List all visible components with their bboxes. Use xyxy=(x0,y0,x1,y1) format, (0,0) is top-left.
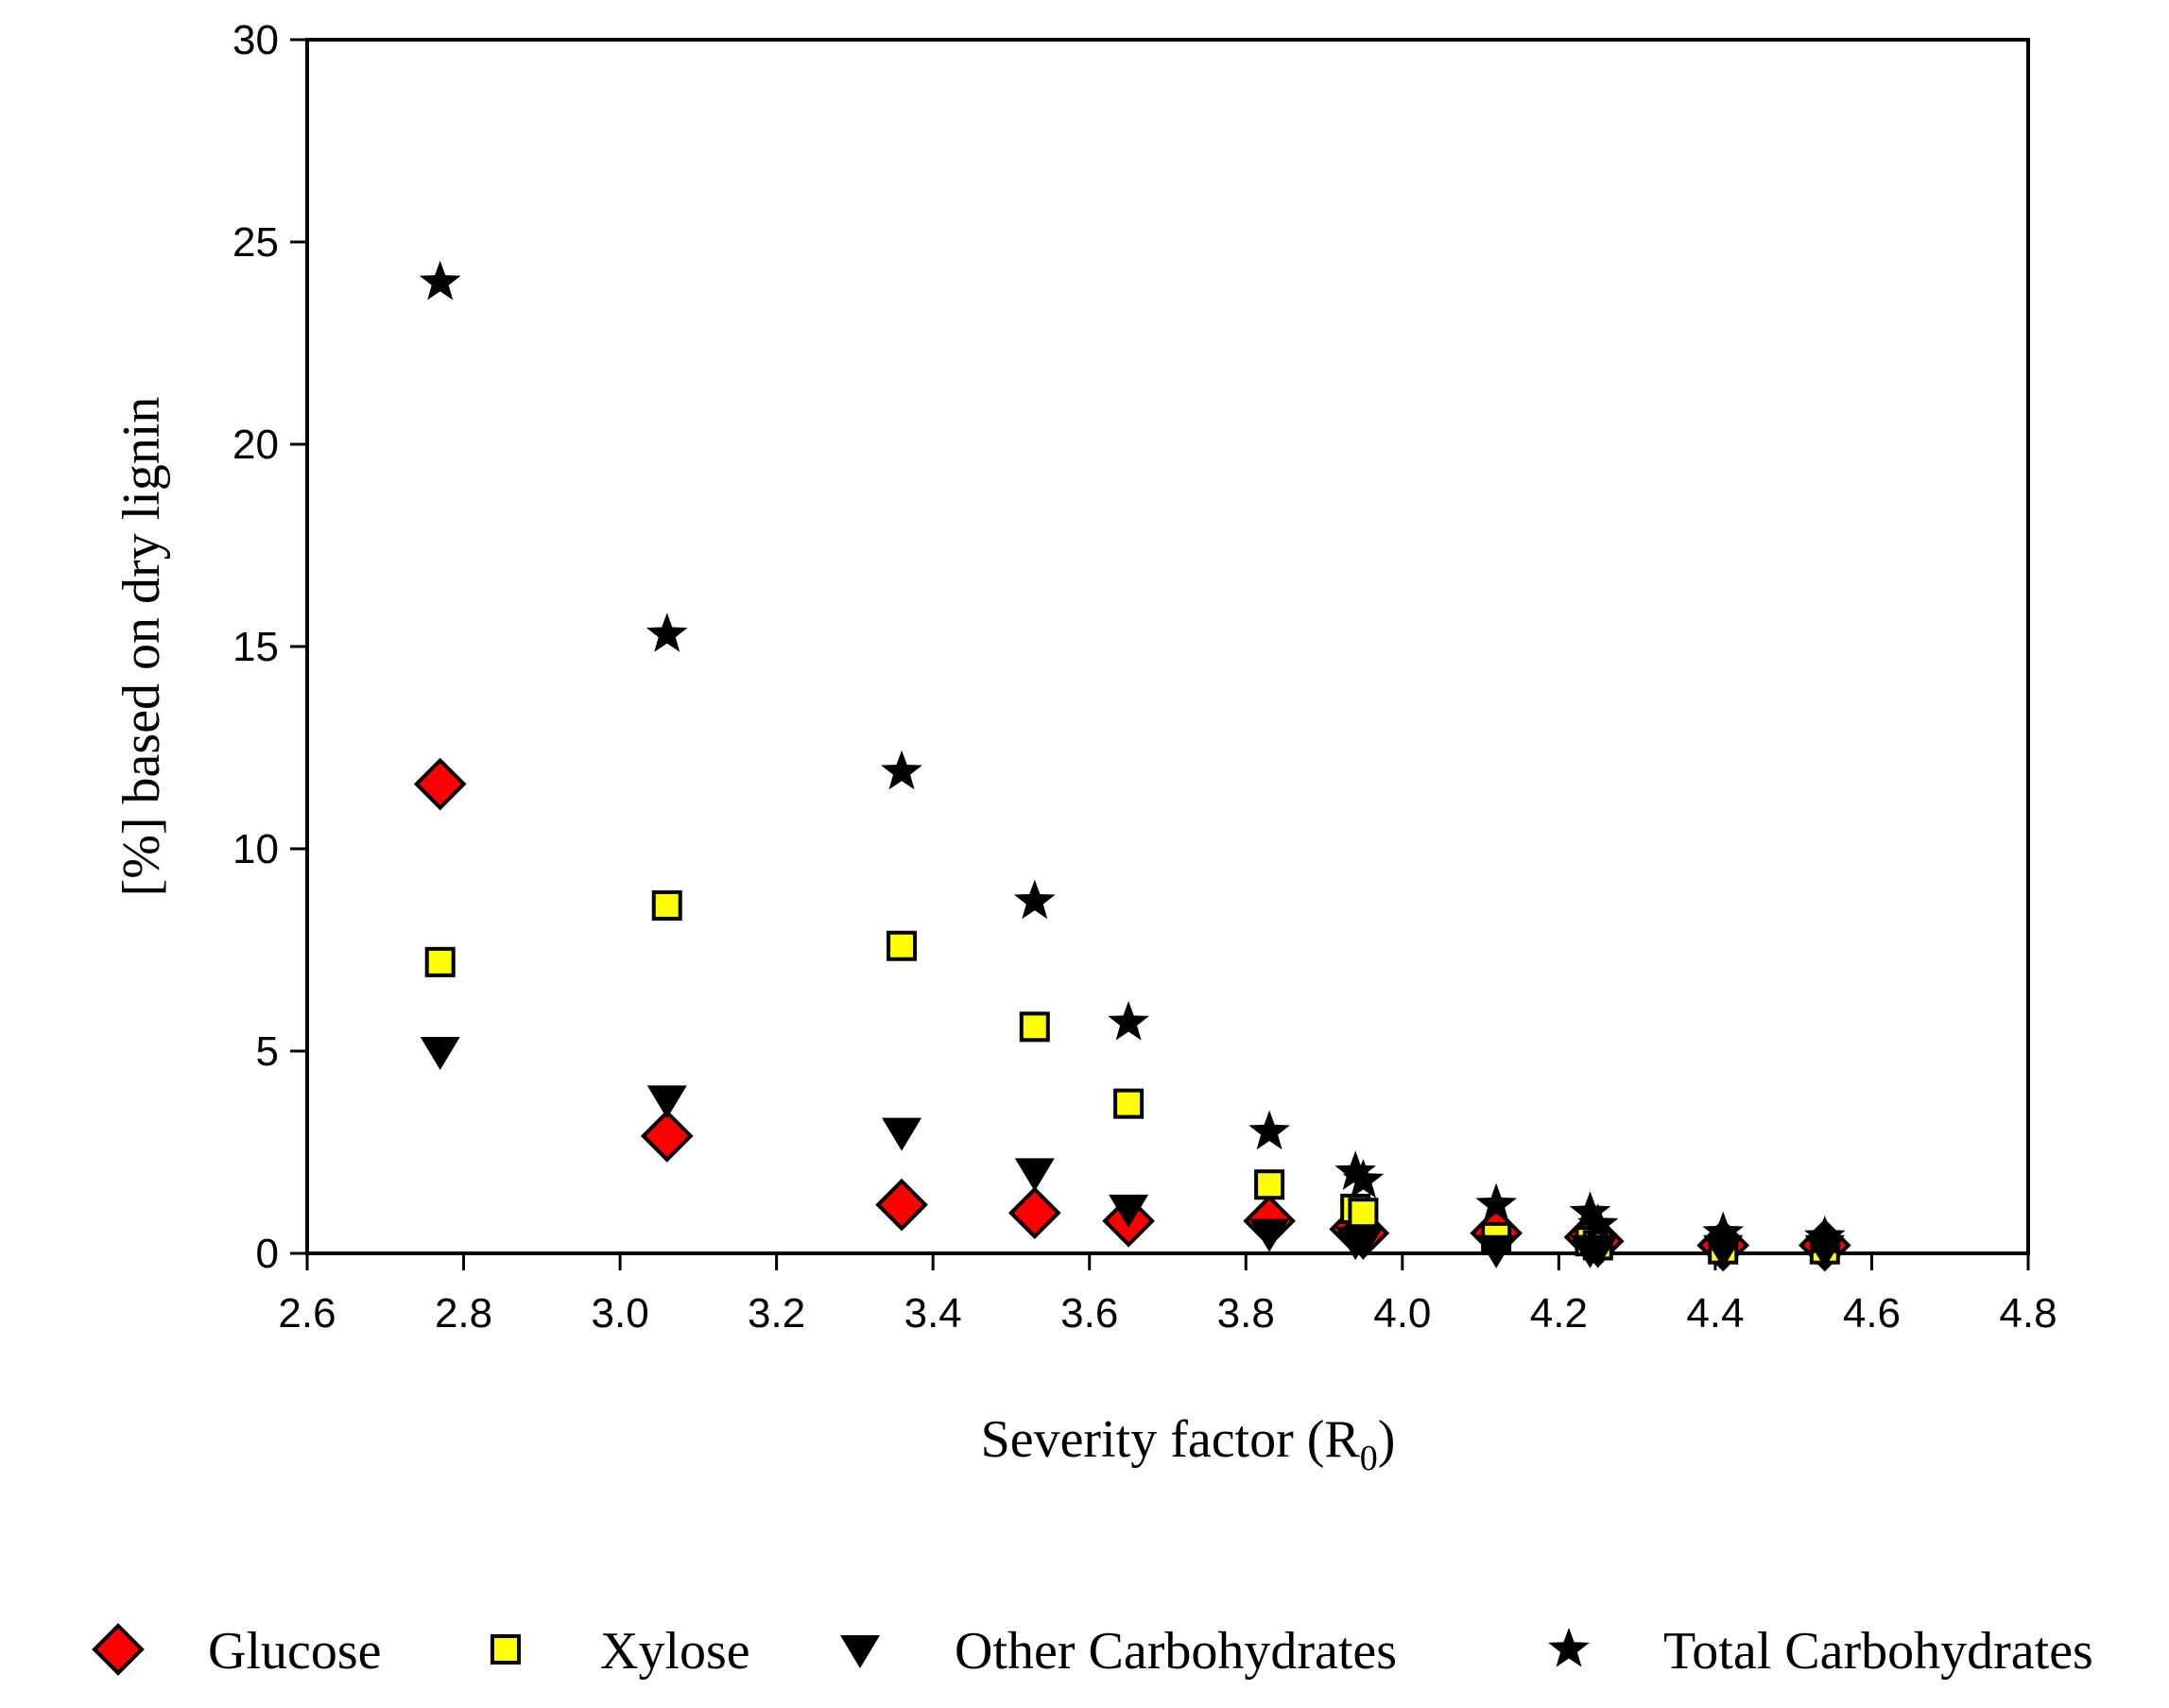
total-carbohydrates-point xyxy=(1803,1215,1846,1255)
xylose-point xyxy=(887,930,918,961)
other-carbohydrates-point xyxy=(1577,1234,1618,1268)
y-tick-label: 10 xyxy=(232,826,279,872)
legend-total-carbohydrates-marker xyxy=(1548,1628,1590,1667)
xylose-point xyxy=(424,946,456,977)
other-carbohydrates-point xyxy=(1249,1218,1290,1252)
legend-glucose-label: Glucose xyxy=(208,1622,382,1681)
x-tick-label: 3.2 xyxy=(748,1290,805,1337)
total-carbohydrates-point xyxy=(881,750,922,790)
x-tick-label: 4.4 xyxy=(1686,1290,1744,1337)
x-tick-label: 2.6 xyxy=(278,1290,336,1337)
glucose-point xyxy=(640,1110,694,1163)
x-axis: 2.6 2.8 3.0 3.2 3.4 3.6 3.8 4.0 4.2 4.4 4.6 4.8 xyxy=(278,1253,2057,1337)
total-carbohydrates-point xyxy=(646,612,688,652)
other-carbohydrates-point xyxy=(882,1117,922,1151)
total-carbohydrates-point xyxy=(1702,1211,1745,1251)
total-carbohydrates-point xyxy=(1342,1159,1385,1199)
xylose-point xyxy=(1113,1088,1145,1119)
glucose-point xyxy=(413,757,467,811)
x-tick-label: 4.6 xyxy=(1843,1290,1901,1337)
y-tick-label: 5 xyxy=(256,1028,279,1075)
glucose-point xyxy=(875,1178,928,1232)
x-axis-title-main: Severity factor (R xyxy=(981,1410,1361,1469)
x-tick-label: 4.2 xyxy=(1530,1290,1588,1337)
other-carbohydrates-point xyxy=(646,1085,687,1119)
x-axis-title-subscript: 0 xyxy=(1360,1439,1378,1478)
other-carbohydrates-point xyxy=(1476,1234,1517,1268)
x-tick-label: 4.0 xyxy=(1373,1290,1431,1337)
xylose-point xyxy=(1254,1169,1285,1200)
x-tick-label: 3.8 xyxy=(1217,1290,1275,1337)
xylose-point xyxy=(1348,1198,1379,1229)
other-carbohydrates-point xyxy=(1804,1234,1845,1268)
total-carbohydrates-point xyxy=(419,260,461,301)
data-marks xyxy=(413,260,1851,1272)
total-carbohydrates-point xyxy=(1569,1191,1611,1231)
total-carbohydrates-point xyxy=(1334,1150,1376,1190)
other-carbohydrates-point xyxy=(420,1037,460,1070)
total-carbohydrates-point xyxy=(1108,1001,1149,1041)
glucose-point xyxy=(1007,1186,1061,1240)
y-axis-title: [%] based on dry lignin xyxy=(112,397,171,897)
legend-glucose-marker xyxy=(92,1623,145,1676)
x-tick-label: 3.4 xyxy=(904,1290,962,1337)
y-tick-label: 25 xyxy=(232,219,279,266)
legend-other-carbohydrates-marker xyxy=(840,1635,880,1668)
legend-xylose-label: Xylose xyxy=(600,1622,750,1681)
xylose-point xyxy=(1019,1011,1050,1043)
legend: Glucose Xylose Other Carbohydrates Total Ca… xyxy=(92,1622,2093,1681)
y-tick-label: 30 xyxy=(232,17,279,63)
other-carbohydrates-point xyxy=(1109,1194,1149,1228)
legend-xylose-marker xyxy=(491,1634,521,1665)
legend-other-carbohydrates-label: Other Carbohydrates xyxy=(955,1622,1397,1681)
other-carbohydrates-point xyxy=(1014,1158,1055,1192)
x-axis-title: Severity factor (R0) xyxy=(981,1410,1396,1478)
x-tick-label: 3.6 xyxy=(1060,1290,1118,1337)
total-carbohydrates-point xyxy=(1576,1203,1619,1243)
total-carbohydrates-point xyxy=(1013,879,1056,920)
total-carbohydrates-point xyxy=(1475,1182,1517,1223)
plot-area-frame xyxy=(305,38,2030,1255)
legend-total-carbohydrates-label: Total Carbohydrates xyxy=(1663,1622,2093,1681)
y-axis: 0 5 10 15 20 25 30 xyxy=(232,17,307,1277)
total-carbohydrates-point xyxy=(1248,1110,1290,1150)
x-tick-label: 2.8 xyxy=(435,1290,492,1337)
y-tick-label: 0 xyxy=(256,1231,279,1277)
xylose-point xyxy=(651,889,682,921)
y-tick-label: 15 xyxy=(232,624,279,670)
x-tick-label: 4.8 xyxy=(1999,1290,2057,1337)
y-tick-label: 20 xyxy=(232,422,279,468)
x-tick-label: 3.0 xyxy=(592,1290,649,1337)
other-carbohydrates-point xyxy=(1343,1227,1384,1261)
x-axis-title-suffix: ) xyxy=(1378,1410,1396,1469)
